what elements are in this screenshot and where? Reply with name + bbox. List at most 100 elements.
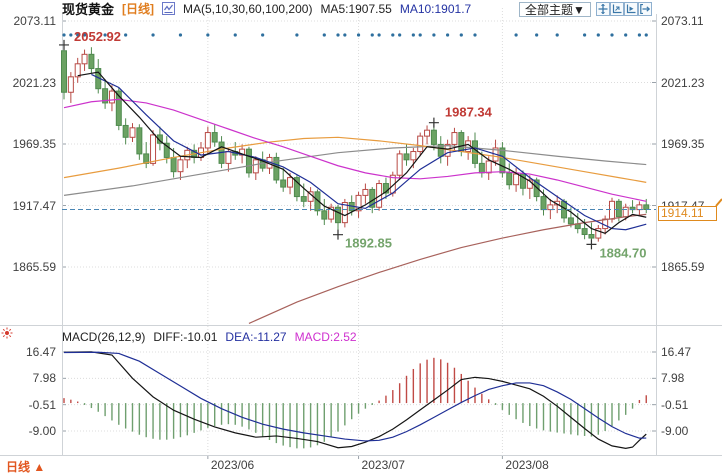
exit-right-icon[interactable] <box>638 2 652 16</box>
macd-axis-label-left: 16.47 <box>25 345 56 359</box>
ma-line-ma5 <box>77 71 647 234</box>
crosshair-pan-icon[interactable] <box>596 2 610 16</box>
candle-body <box>430 129 437 145</box>
event-dot[interactable] <box>322 33 326 37</box>
macd-axis-label-left: -9.00 <box>28 424 56 438</box>
candle-body <box>163 142 170 158</box>
candle-body <box>341 202 348 224</box>
event-dot[interactable] <box>432 33 436 37</box>
candle-body <box>74 63 81 78</box>
price-axis-label-right: 2073.11 <box>661 14 704 28</box>
candle-body <box>245 148 252 174</box>
price-axis-label-left: 2073.11 <box>13 14 57 28</box>
macd-dea-value: DEA:-11.27 <box>225 330 287 344</box>
event-dot[interactable] <box>610 33 614 37</box>
macd-macd-value: MACD:2.52 <box>294 330 357 344</box>
event-dot[interactable] <box>76 33 80 37</box>
indicator-chart-icon[interactable] <box>162 2 176 15</box>
event-dot[interactable] <box>103 33 107 37</box>
event-dot[interactable] <box>62 33 66 37</box>
price-axis-label-right: 2021.23 <box>661 75 705 90</box>
candle-body <box>485 160 492 174</box>
event-dot[interactable] <box>535 33 539 37</box>
candle-body <box>472 140 478 164</box>
price-axis-label-left: 1865.59 <box>12 260 56 274</box>
ma10-value: MA10:1901.7 <box>399 1 472 16</box>
candle-body <box>376 183 383 208</box>
candle-body <box>211 132 218 143</box>
event-dot[interactable] <box>336 33 340 37</box>
candle-body <box>478 162 485 174</box>
event-dot[interactable] <box>377 33 381 37</box>
candle-body <box>458 132 465 153</box>
candle-body <box>156 134 163 144</box>
event-dot[interactable] <box>69 33 73 37</box>
candle-body <box>287 177 294 188</box>
price-axis-label-left: 1969.35 <box>12 137 56 151</box>
event-dot[interactable] <box>82 33 87 37</box>
event-dot[interactable] <box>391 33 395 37</box>
ma-line-ma100 <box>63 144 647 196</box>
candle-body <box>300 196 307 202</box>
candle-body <box>506 172 513 186</box>
event-dot[interactable] <box>411 33 415 37</box>
axis-zoom-icon[interactable] <box>610 2 624 16</box>
event-dot[interactable] <box>514 33 518 37</box>
event-dot[interactable] <box>398 33 402 37</box>
event-dot[interactable] <box>151 33 155 37</box>
event-dot[interactable] <box>343 33 347 37</box>
event-dot[interactable] <box>261 33 265 37</box>
timeframe-status-label[interactable]: 日线 ▲ <box>6 460 46 473</box>
candle-body <box>547 204 554 211</box>
all-themes-dropdown[interactable]: 全部主题▼ <box>519 2 591 17</box>
candle-body <box>499 147 506 174</box>
event-dot[interactable] <box>446 33 450 37</box>
candle-body <box>588 234 595 239</box>
event-dot[interactable] <box>459 33 463 37</box>
event-dot[interactable] <box>555 33 559 37</box>
event-dot[interactable] <box>583 33 587 37</box>
event-dot[interactable] <box>370 33 374 37</box>
candle-body <box>122 124 129 138</box>
event-dot[interactable] <box>178 33 183 37</box>
extreme-cross-marker <box>428 117 439 128</box>
candle-body <box>115 90 122 126</box>
macd-axis-label-right: -0.51 <box>661 397 689 412</box>
event-dot[interactable] <box>206 33 210 37</box>
candle-body <box>177 159 184 173</box>
event-dot[interactable] <box>124 33 128 37</box>
red-sun-settings-icon[interactable] <box>1 326 13 344</box>
price-axis-label-left: 1917.47 <box>12 198 56 213</box>
event-dot[interactable] <box>233 33 237 37</box>
event-dot[interactable] <box>473 33 477 37</box>
candle-body <box>61 50 67 93</box>
extreme-price-label: 2052.92 <box>74 29 121 44</box>
candle-body <box>410 151 417 161</box>
candle-body <box>622 206 629 218</box>
axis-play-icon[interactable] <box>624 2 638 16</box>
extreme-price-label: 1884.70 <box>599 245 646 260</box>
candle-body <box>403 153 410 161</box>
extreme-cross-marker <box>59 39 69 50</box>
candle-body <box>396 153 403 176</box>
macd-header: MACD(26,12,9) DIFF:-10.01 DEA:-11.27 MAC… <box>62 330 357 344</box>
event-dot[interactable] <box>596 33 600 37</box>
candle-body <box>273 156 280 181</box>
candle-body <box>643 204 650 210</box>
price-axis-label-right: 1865.59 <box>661 260 705 274</box>
candle-body <box>108 90 115 104</box>
extreme-price-label: 1892.85 <box>345 236 392 251</box>
candle-body <box>314 191 321 212</box>
event-dot[interactable] <box>637 33 642 37</box>
event-dot[interactable] <box>295 33 299 37</box>
time-axis-label: 2023/07 <box>361 458 405 472</box>
candle-body <box>293 177 300 198</box>
event-dot[interactable] <box>644 33 648 37</box>
symbol-name: 现货黄金 <box>62 2 115 17</box>
event-dot[interactable] <box>418 33 422 37</box>
event-dot[interactable] <box>356 33 361 37</box>
event-dot[interactable] <box>624 33 628 37</box>
price-axis-label-right: 1969.35 <box>661 137 705 151</box>
